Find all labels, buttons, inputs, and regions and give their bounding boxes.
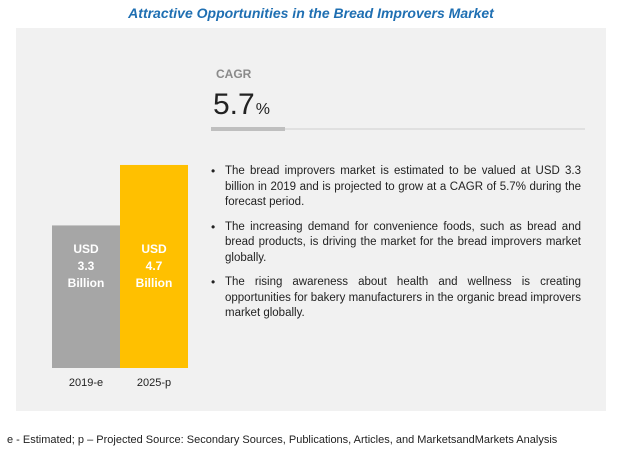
cagr-unit: % — [255, 101, 270, 118]
bar-data-label: 3.3 — [78, 259, 95, 273]
bar-2025-p — [120, 164, 188, 368]
cagr-label: CAGR — [216, 67, 252, 81]
bar-data-label: Billion — [68, 276, 105, 290]
bar-data-label: USD — [141, 242, 167, 256]
x-tick-label: 2025-p — [137, 377, 171, 389]
bullet-item: • The rising awareness about health and … — [211, 275, 581, 322]
bar-2019-e — [52, 225, 120, 368]
bullet-text: The rising awareness about health and we… — [225, 276, 581, 319]
bullet-dot-icon: • — [211, 219, 216, 234]
bar-data-label: USD — [73, 242, 99, 256]
x-tick-label: 2019-e — [69, 377, 103, 389]
bullet-dot-icon: • — [211, 275, 216, 289]
bullet-item: • The increasing demand for convenience … — [211, 220, 581, 267]
footer-note: e - Estimated; p – Projected Source: Sec… — [7, 434, 558, 446]
bar-data-label: 4.7 — [146, 259, 163, 273]
bar-data-label: Billion — [136, 276, 173, 290]
bullet-item: • The bread improvers market is estimate… — [211, 164, 581, 211]
bullet-dot-icon: • — [211, 164, 216, 178]
cagr-value: 5.7% — [213, 88, 270, 127]
bullet-list: • The bread improvers market is estimate… — [211, 164, 581, 331]
bullet-text: The bread improvers market is estimated … — [225, 165, 581, 208]
page-title: Attractive Opportunities in the Bread Im… — [128, 5, 494, 21]
cagr-number: 5.7 — [213, 88, 255, 121]
cagr-underline-accent — [211, 127, 285, 131]
bullet-text: The increasing demand for convenience fo… — [225, 220, 581, 264]
